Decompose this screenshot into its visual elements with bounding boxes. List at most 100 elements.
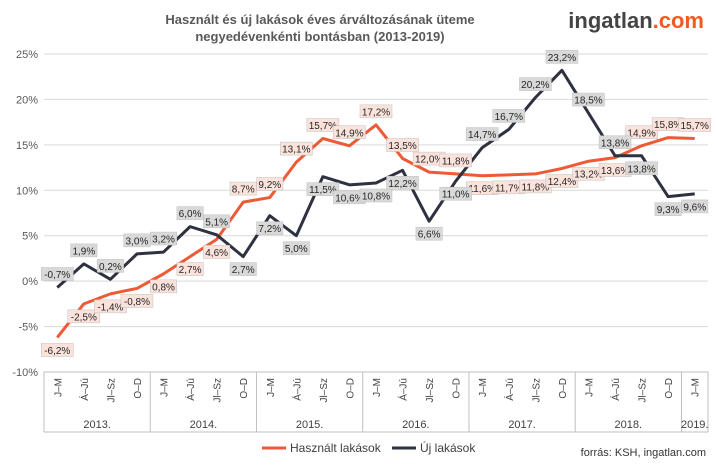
year-label: 2015. — [296, 419, 324, 431]
data-label-box — [120, 294, 154, 308]
data-label: -0,7% — [44, 270, 70, 281]
y-tick-label: 10% — [16, 185, 38, 197]
x-tick-label: Á–Jú — [503, 378, 516, 401]
x-tick-label: Jl–Sz — [319, 378, 330, 402]
x-tick-label: Á–Jú — [78, 378, 91, 401]
data-label-box — [150, 231, 177, 246]
legend-label: Új lakások — [420, 440, 476, 455]
series-line-uj — [56, 68, 695, 289]
data-label-box — [41, 267, 74, 281]
data-label: 3,2% — [152, 235, 175, 246]
data-label-box — [386, 176, 419, 190]
data-label-box — [176, 206, 204, 220]
y-tick-label: 15% — [16, 140, 38, 152]
x-tick-label: O–D — [345, 378, 356, 399]
y-tick-label: 5% — [22, 231, 38, 243]
y-tick-label: 25% — [16, 49, 38, 61]
data-label: 12,4% — [548, 177, 576, 188]
x-tick-label: J–M — [691, 378, 702, 397]
data-label-box — [681, 199, 709, 214]
data-label: 14,9% — [627, 128, 655, 139]
data-label: 17,2% — [362, 107, 390, 118]
data-label: 8,7% — [232, 185, 255, 196]
data-label-box — [67, 309, 101, 324]
data-label: -1,4% — [97, 302, 123, 313]
data-label-box — [519, 77, 552, 91]
data-label: 13,8% — [627, 164, 655, 175]
data-label-box — [439, 186, 472, 201]
data-label: 14,7% — [468, 130, 496, 141]
data-label: 12,2% — [388, 179, 416, 190]
data-label-box — [545, 174, 579, 188]
x-tick-label: J–M — [372, 378, 383, 397]
data-label-box — [625, 161, 658, 176]
year-label: 2014. — [190, 419, 218, 431]
data-label: 10,8% — [362, 192, 390, 203]
x-tick-label: O–D — [452, 378, 463, 399]
x-tick-label: J–M — [160, 378, 171, 397]
data-label: 5,1% — [205, 217, 228, 228]
data-label: 2,7% — [232, 265, 255, 276]
x-tick-label: O–D — [239, 378, 250, 399]
data-label-box — [306, 182, 340, 196]
data-label: 0,2% — [99, 262, 122, 273]
data-label-box — [70, 243, 98, 258]
x-tick-label: Á–Jú — [290, 378, 303, 401]
data-label: 9,2% — [258, 180, 281, 191]
data-label-box — [41, 343, 74, 357]
data-label: -2,5% — [71, 312, 97, 323]
data-label: 6,6% — [418, 230, 441, 241]
data-label: 13,6% — [601, 166, 629, 177]
chart-title-line-2: negyedévenkénti bontásban (2013-2019) — [195, 29, 445, 44]
legend-label: Használt lakások — [290, 441, 382, 455]
chart-title-line-1: Használt és új lakások éves árváltozásán… — [165, 12, 475, 27]
data-label: 6,0% — [179, 209, 202, 220]
data-label-box — [625, 125, 658, 140]
data-label: 20,2% — [521, 80, 549, 91]
brand-logo-part2: .com — [652, 8, 704, 33]
data-label-box — [359, 188, 393, 203]
data-label: 4,6% — [205, 248, 228, 259]
x-tick-label: Jl–Sz — [425, 378, 436, 402]
year-label: 2013. — [83, 419, 111, 431]
data-label: 9,6% — [683, 202, 706, 213]
data-label: 0,8% — [152, 282, 175, 293]
brand-logo-part1: ingatlan — [568, 8, 653, 33]
y-tick-label: -5% — [18, 322, 38, 334]
year-label: 2017. — [508, 419, 536, 431]
y-tick-label: 20% — [16, 94, 38, 106]
data-label-box — [492, 109, 526, 123]
data-label-box — [282, 241, 310, 255]
data-label-box — [386, 138, 419, 152]
data-label: 15,7% — [309, 121, 337, 132]
x-tick-label: Jl–Sz — [638, 378, 649, 402]
data-label-box — [333, 125, 366, 140]
x-tick-label: Jl–Sz — [213, 378, 224, 402]
data-label-box — [678, 118, 711, 132]
data-label: 13,1% — [282, 145, 310, 156]
data-label: 11,8% — [442, 156, 470, 167]
y-tick-label: -10% — [12, 367, 38, 379]
data-label: 18,5% — [574, 96, 602, 107]
data-label: 3,0% — [126, 236, 149, 247]
data-label-box — [306, 118, 340, 132]
data-label: 15,8% — [654, 120, 682, 131]
data-label: 15,7% — [681, 121, 709, 132]
x-tick-label: Á–Jú — [609, 378, 622, 401]
year-label: 2019. — [681, 419, 709, 431]
data-label-box — [572, 92, 605, 107]
data-label: 11,6% — [468, 184, 496, 195]
data-label-box — [359, 104, 393, 119]
series-line-hasznalt — [56, 123, 695, 339]
data-label: 2,7% — [179, 265, 202, 276]
data-label-box — [415, 226, 443, 241]
data-label: 11,0% — [442, 190, 470, 201]
data-label-box — [150, 279, 177, 294]
x-tick-label: O–D — [133, 378, 144, 399]
data-label: 9,3% — [657, 205, 680, 216]
x-tick-label: J–M — [478, 378, 489, 397]
data-label-box — [439, 153, 472, 168]
data-label-box — [256, 221, 284, 235]
